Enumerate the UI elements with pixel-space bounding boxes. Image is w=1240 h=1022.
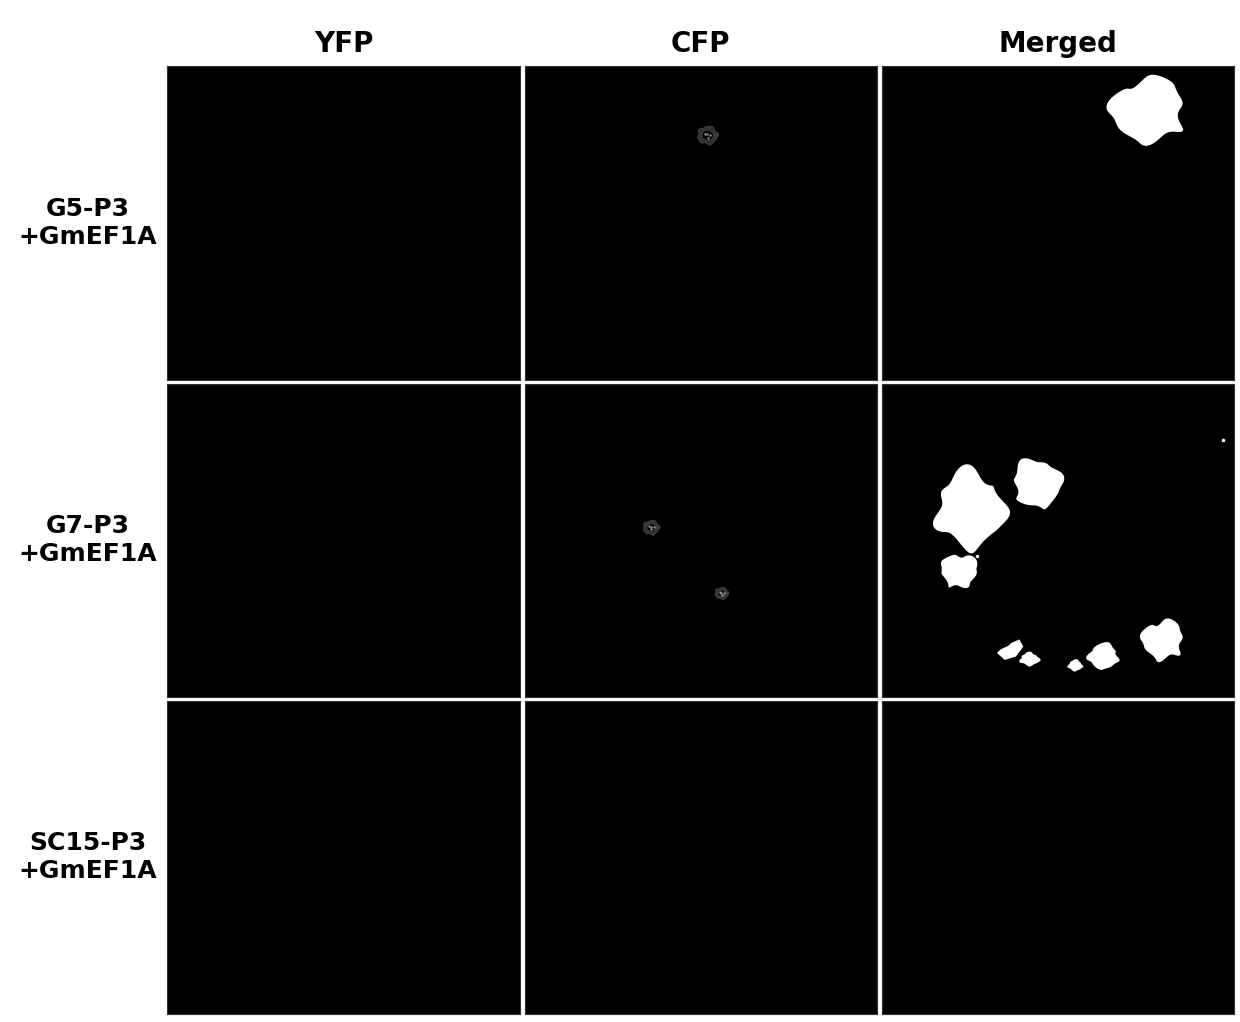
- Polygon shape: [941, 556, 977, 588]
- Polygon shape: [715, 588, 729, 600]
- Text: CFP: CFP: [671, 31, 730, 58]
- Text: G5-P3
+GmEF1A: G5-P3 +GmEF1A: [19, 197, 157, 249]
- Text: YFP: YFP: [314, 31, 373, 58]
- Polygon shape: [1107, 76, 1182, 145]
- Polygon shape: [1087, 643, 1118, 669]
- Polygon shape: [644, 521, 660, 536]
- Polygon shape: [998, 641, 1023, 659]
- Polygon shape: [1014, 459, 1064, 509]
- Text: SC15-P3
+GmEF1A: SC15-P3 +GmEF1A: [19, 831, 157, 883]
- Polygon shape: [698, 127, 718, 145]
- Text: Merged: Merged: [998, 31, 1117, 58]
- Polygon shape: [1019, 652, 1040, 666]
- Polygon shape: [1068, 660, 1083, 670]
- Polygon shape: [934, 465, 1009, 553]
- Polygon shape: [1141, 619, 1182, 661]
- Text: G7-P3
+GmEF1A: G7-P3 +GmEF1A: [19, 514, 157, 566]
